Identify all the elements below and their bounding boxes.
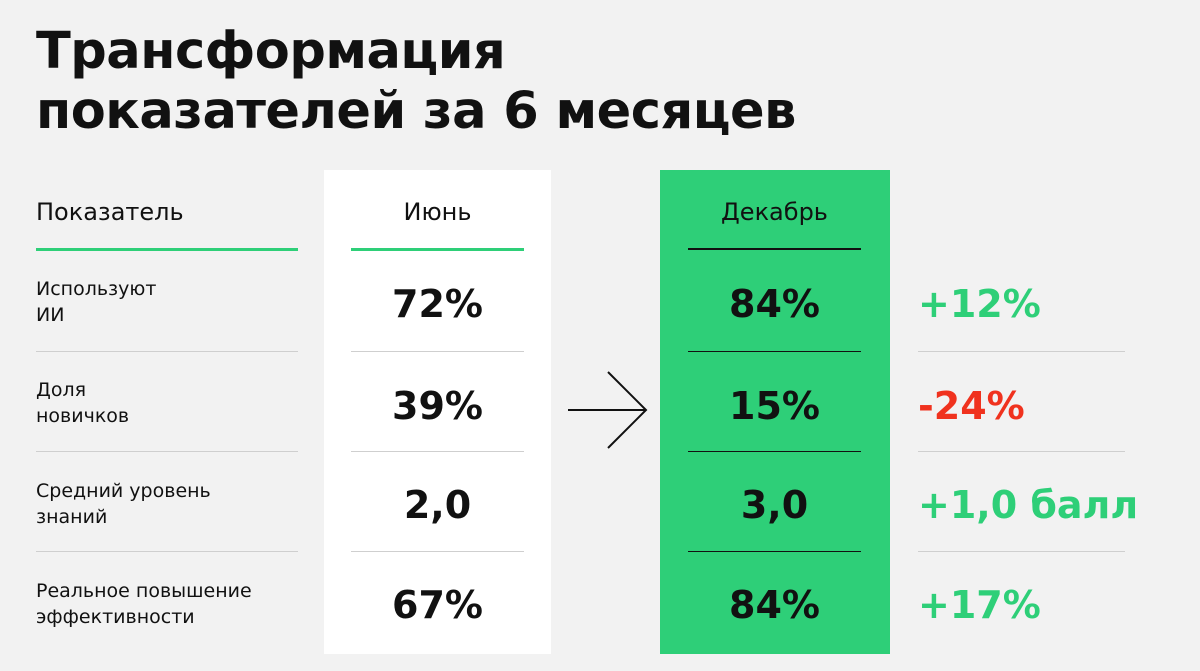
row-divider — [688, 451, 861, 452]
december-value-newcomers: 15% — [729, 384, 820, 428]
row-label-efficiency: Реальное повышение эффективности — [36, 580, 252, 628]
page-title-line1: Трансформация — [36, 22, 506, 81]
june-value-ai-usage: 72% — [392, 282, 483, 326]
row-divider — [36, 451, 298, 452]
june-value-newcomers: 39% — [392, 384, 483, 428]
row-divider — [918, 551, 1125, 552]
header-december: Декабрь — [721, 198, 828, 226]
page-title-line2: показателей за 6 месяцев — [36, 82, 796, 141]
delta-efficiency: +17% — [918, 583, 1041, 627]
header-june: Июнь — [403, 198, 472, 226]
delta-knowledge: +1,0 балл — [918, 483, 1139, 527]
row-divider — [688, 551, 861, 552]
header-underline-december — [688, 248, 861, 250]
june-value-knowledge: 2,0 — [403, 483, 472, 527]
december-value-knowledge: 3,0 — [740, 483, 809, 527]
header-underline-june — [351, 248, 524, 251]
december-value-efficiency: 84% — [729, 583, 820, 627]
row-divider — [351, 351, 524, 352]
december-column-background — [660, 170, 890, 654]
page-title: Трансформация показателей за 6 месяцев — [36, 22, 1136, 142]
row-divider — [688, 351, 861, 352]
header-underline-indicator — [36, 248, 298, 251]
june-value-efficiency: 67% — [392, 583, 483, 627]
header-indicator: Показатель — [36, 198, 184, 226]
row-label-ai-usage: Используют ИИ — [36, 278, 157, 326]
row-divider — [351, 451, 524, 452]
row-divider — [36, 351, 298, 352]
delta-ai-usage: +12% — [918, 282, 1041, 326]
row-label-knowledge: Средний уровень знаний — [36, 480, 211, 528]
row-divider — [918, 451, 1125, 452]
delta-newcomers: -24% — [918, 384, 1025, 428]
row-divider — [36, 551, 298, 552]
row-divider — [918, 351, 1125, 352]
december-value-ai-usage: 84% — [729, 282, 820, 326]
row-divider — [351, 551, 524, 552]
row-label-newcomers: Доля новичков — [36, 379, 130, 427]
arrow-right-icon — [568, 371, 648, 449]
